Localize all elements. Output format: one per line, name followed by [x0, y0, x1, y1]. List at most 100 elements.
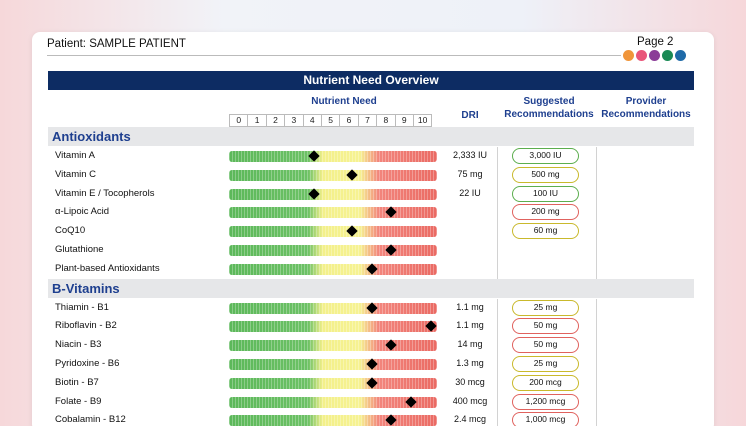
- scale-tick-label: 3: [284, 114, 304, 127]
- scale-tick-label: 6: [339, 114, 359, 127]
- nutrient-name: Plant-based Antioxidants: [55, 262, 160, 274]
- suggested-recommendation-pill: 3,000 IU: [512, 148, 579, 164]
- column-divider: [497, 147, 498, 279]
- dri-value: 400 mcg: [452, 395, 488, 406]
- scale-tick-label: 2: [265, 114, 286, 127]
- need-gauge-bar: [229, 169, 437, 181]
- need-gauge-bar: [229, 396, 437, 408]
- suggested-recommendation-pill: 50 mg: [512, 337, 579, 354]
- scale-tick-label: 0: [229, 114, 249, 127]
- page-number: Page 2: [637, 36, 674, 48]
- nutrient-need-header: Nutrient Need: [311, 96, 377, 107]
- nutrient-row: Pyridoxine - B6 1.3 mg 25 mg: [48, 355, 694, 373]
- nutrient-name: α-Lipoic Acid: [55, 206, 110, 218]
- scale-tick-label: 1: [247, 114, 267, 127]
- suggested-header: Suggested Recommendations: [498, 95, 600, 121]
- need-gauge-bar: [229, 188, 437, 200]
- suggested-header-line2: Recommendations: [504, 109, 594, 120]
- suggested-header-line1: Suggested: [523, 96, 575, 107]
- report-title: Nutrient Need Overview: [48, 71, 694, 90]
- section-header: Antioxidants: [48, 127, 694, 146]
- suggested-recommendation-pill: 100 IU: [512, 185, 579, 202]
- nutrient-row: Glutathione: [48, 241, 694, 259]
- nutrient-row: Vitamin E / Tocopherols 22 IU 100 IU: [48, 185, 694, 203]
- suggested-recommendation-pill: 200 mcg: [512, 374, 579, 391]
- suggested-recommendation-pill: 1,200 mcg: [512, 393, 579, 410]
- column-divider: [497, 298, 498, 426]
- need-gauge-bar: [229, 359, 437, 370]
- nutrient-name: Riboflavin - B2: [55, 320, 117, 332]
- nutrient-row: α-Lipoic Acid 200 mg: [48, 203, 694, 221]
- dri-value: 1.3 mg: [456, 358, 484, 368]
- suggested-recommendation-pill: 25 mg: [512, 356, 579, 372]
- nutrient-row: Niacin - B3 14 mg 50 mg: [48, 336, 694, 354]
- need-gauge-bar: [229, 302, 437, 314]
- need-gauge-bar: [229, 263, 437, 275]
- brand-dot: [662, 50, 673, 61]
- scale-tick-label: 7: [357, 114, 378, 127]
- nutrient-name: Biotin - B7: [55, 376, 99, 388]
- column-divider: [596, 147, 597, 279]
- brand-dot: [649, 50, 660, 61]
- brand-dots: [623, 50, 686, 61]
- section-header: B-Vitamins: [48, 278, 694, 298]
- need-gauge-bar: [229, 377, 437, 389]
- suggested-recommendation-pill: 25 mg: [512, 299, 579, 316]
- nutrient-row: Cobalamin - B12 2.4 mcg 1,000 mcg: [48, 411, 694, 426]
- nutrient-row: Vitamin C 75 mg 500 mg: [48, 166, 694, 184]
- need-scale: 0 1 2 3 4 5 6 7 8 9 10: [229, 114, 433, 127]
- brand-dot: [675, 50, 686, 61]
- nutrient-row: Vitamin A 2,333 IU 3,000 IU: [48, 147, 694, 165]
- scale-tick-label: 10: [412, 114, 433, 127]
- brand-dot: [636, 50, 647, 61]
- nutrient-name: Vitamin C: [55, 168, 97, 180]
- brand-dot: [623, 50, 634, 61]
- scale-tick-label: 8: [376, 114, 396, 127]
- dri-header: DRI: [461, 110, 479, 121]
- need-gauge-bar: [229, 207, 437, 219]
- nutrient-name: Glutathione: [55, 244, 104, 255]
- dri-value: 30 mcg: [455, 376, 485, 387]
- dri-value: 22 IU: [459, 187, 481, 198]
- nutrient-row: Plant-based Antioxidants: [48, 260, 694, 278]
- nutrient-row: Folate - B9 400 mcg 1,200 mcg: [48, 393, 694, 411]
- provider-header-line1: Provider: [625, 96, 667, 107]
- nutrient-name: CoQ10: [55, 225, 86, 237]
- need-gauge-bar: [229, 226, 437, 238]
- need-gauge-bar: [229, 151, 437, 162]
- nutrient-name: Thiamin - B1: [55, 301, 109, 313]
- scale-tick-label: 4: [302, 114, 322, 127]
- patient-name: Patient: SAMPLE PATIENT: [47, 38, 186, 50]
- nutrient-name: Cobalamin - B12: [55, 414, 126, 426]
- nutrient-name: Niacin - B3: [55, 339, 102, 351]
- nutrient-name: Vitamin E / Tocopherols: [55, 187, 155, 199]
- nutrient-row: Riboflavin - B2 1.1 mg 50 mg: [48, 317, 694, 335]
- nutrient-name: Pyridoxine - B6: [55, 358, 120, 369]
- scale-tick-label: 5: [320, 114, 341, 127]
- suggested-recommendation-pill: 200 mg: [512, 204, 579, 221]
- suggested-recommendation-pill: 60 mg: [512, 223, 579, 240]
- need-gauge-bar: [229, 340, 437, 352]
- nutrient-row: CoQ10 60 mg: [48, 222, 694, 240]
- column-divider: [596, 298, 597, 426]
- need-gauge-bar: [229, 245, 437, 256]
- suggested-recommendation-pill: 1,000 mcg: [512, 412, 579, 426]
- dri-value: 2,333 IU: [452, 150, 488, 160]
- dri-value: 1.1 mg: [456, 320, 484, 331]
- nutrient-name: Vitamin A: [55, 150, 95, 161]
- dri-value: 1.1 mg: [456, 301, 484, 312]
- dri-value: 14 mg: [457, 339, 483, 350]
- header-divider: [47, 55, 621, 56]
- need-gauge-bar: [229, 415, 437, 426]
- provider-header-line2: Recommendations: [601, 109, 691, 120]
- need-gauge-bar: [229, 321, 437, 333]
- suggested-recommendation-pill: 50 mg: [512, 318, 579, 335]
- dri-value: 2.4 mcg: [453, 414, 486, 425]
- nutrient-row: Thiamin - B1 1.1 mg 25 mg: [48, 299, 694, 317]
- scale-tick-label: 9: [394, 114, 414, 127]
- dri-value: 75 mg: [457, 168, 483, 179]
- nutrient-row: Biotin - B7 30 mcg 200 mcg: [48, 374, 694, 392]
- provider-header: Provider Recommendations: [596, 95, 696, 121]
- report-page: Patient: SAMPLE PATIENT Page 2 Nutrient …: [32, 32, 714, 426]
- suggested-recommendation-pill: 500 mg: [512, 166, 579, 183]
